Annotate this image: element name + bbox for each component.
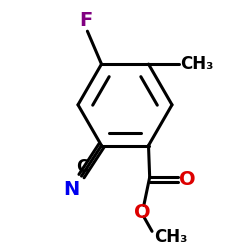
Text: C: C [76, 158, 89, 176]
Text: CH₃: CH₃ [180, 55, 214, 73]
Text: O: O [134, 203, 151, 222]
Text: N: N [63, 180, 79, 199]
Text: F: F [80, 11, 93, 30]
Text: O: O [178, 170, 195, 189]
Text: CH₃: CH₃ [154, 228, 188, 246]
